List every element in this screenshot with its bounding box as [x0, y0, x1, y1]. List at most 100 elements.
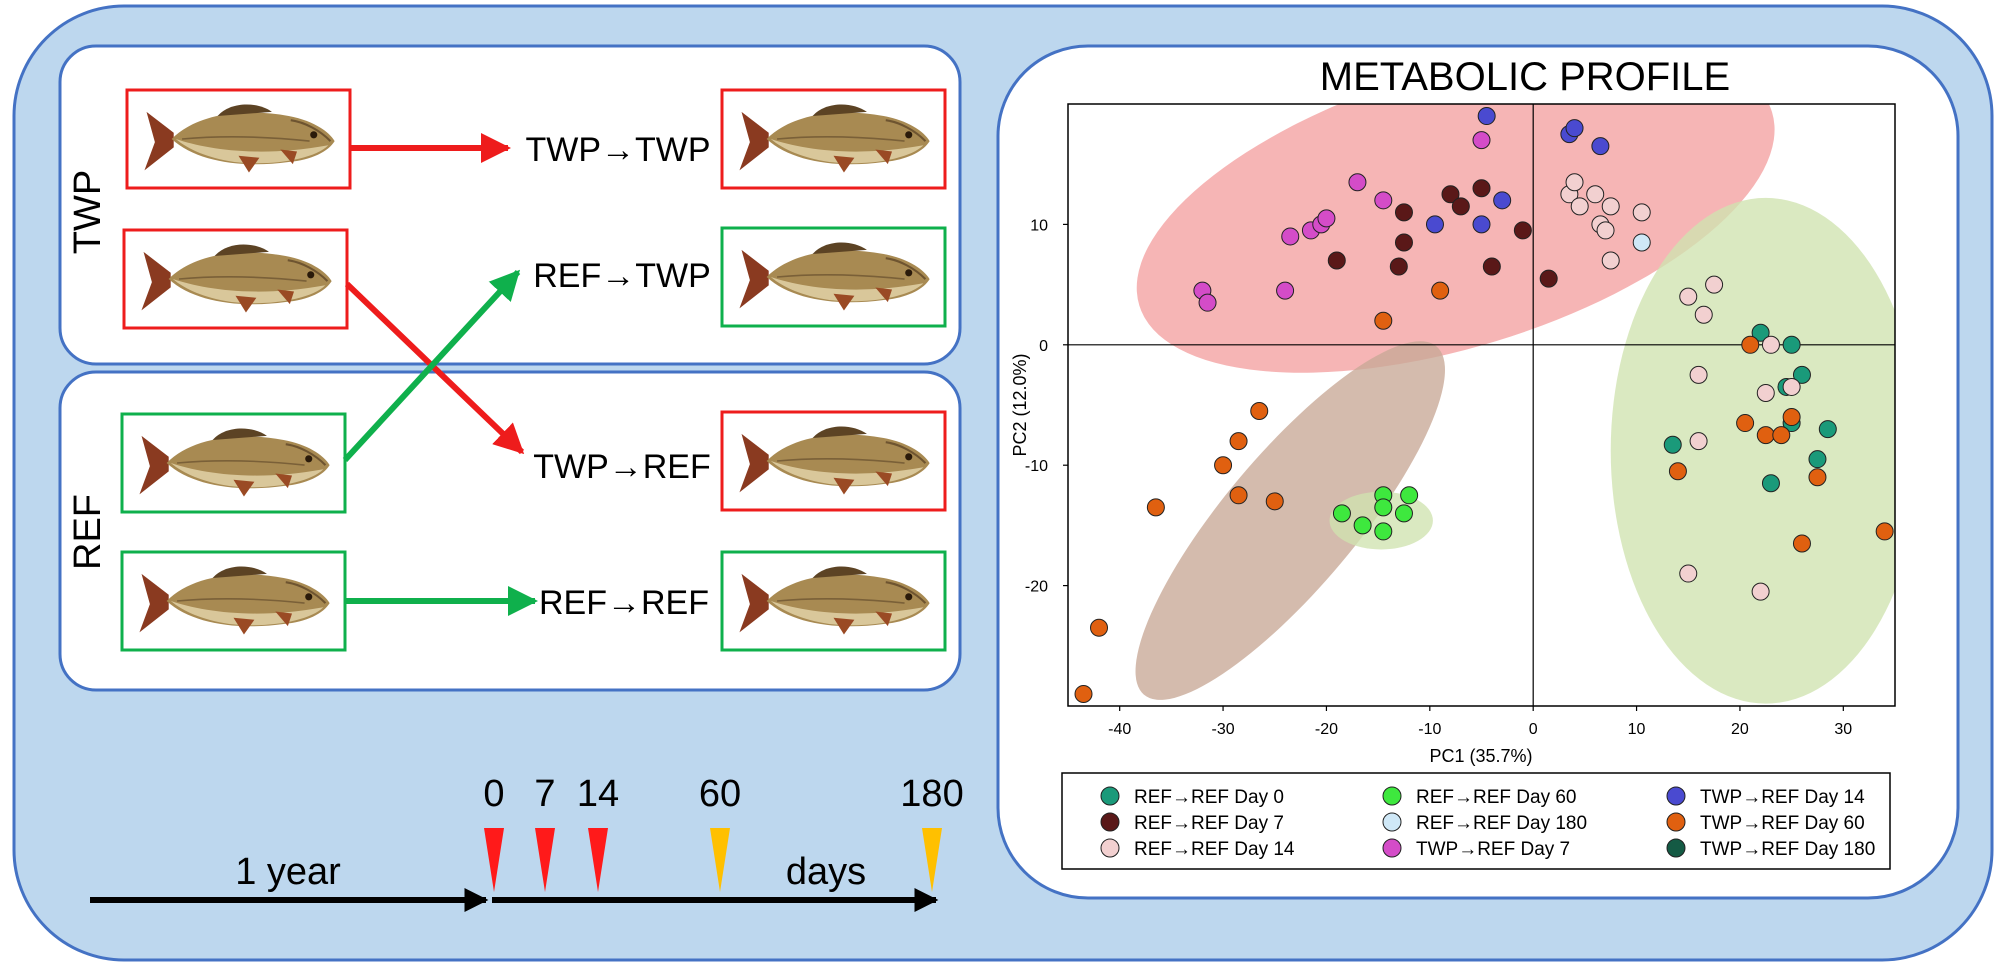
- timeline-day-marker: [535, 828, 555, 892]
- chart-legend: REF→REF Day 0 REF→REF Day 7 REF→REF Day 14…: [1061, 772, 1891, 870]
- data-point: [1281, 227, 1300, 246]
- legend-swatch: [1382, 838, 1402, 858]
- data-point: [1332, 504, 1351, 523]
- x-tick-label: 0: [1529, 721, 1538, 738]
- confidence-ellipse: [1610, 197, 1895, 704]
- legend-swatch: [1382, 812, 1402, 832]
- dest-fish-ref-ref: [720, 550, 947, 652]
- data-point: [1472, 131, 1491, 150]
- timeline-day-marker: [588, 828, 608, 892]
- data-point: [1632, 203, 1651, 222]
- timeline: 1 year days 0 7 14 60 180: [90, 773, 964, 912]
- legend-swatch: [1100, 786, 1120, 806]
- data-point: [1808, 450, 1827, 469]
- data-point: [1374, 522, 1393, 541]
- data-point: [1875, 522, 1894, 541]
- data-point: [1276, 281, 1295, 300]
- data-point: [1394, 504, 1413, 523]
- data-point: [1389, 257, 1408, 276]
- data-point: [1632, 233, 1651, 252]
- data-point: [1327, 251, 1346, 270]
- source-fish-twp-1: [125, 88, 352, 190]
- data-point: [1074, 684, 1093, 703]
- timeline-days-label: days: [786, 851, 866, 893]
- data-point: [1570, 197, 1589, 216]
- data-point: [1668, 462, 1687, 481]
- data-point: [1601, 251, 1620, 270]
- data-point: [1601, 197, 1620, 216]
- arrow-twp-to-ref: [344, 281, 525, 455]
- legend-entry: REF→REF Day 0: [1134, 787, 1284, 808]
- legend-swatch: [1382, 786, 1402, 806]
- data-point: [1493, 191, 1512, 210]
- data-point: [1756, 426, 1775, 445]
- timeline-day-marker: [710, 828, 730, 892]
- data-point: [1792, 365, 1811, 384]
- legend-entry: REF→REF Day 60: [1416, 787, 1576, 808]
- data-point: [1441, 185, 1460, 204]
- y-tick-label: -20: [1025, 579, 1048, 596]
- y-axis-label: PC2 (12.0%): [1010, 353, 1030, 456]
- twp-group-label: TWP: [67, 170, 109, 254]
- data-point: [1565, 119, 1584, 138]
- data-point: [1146, 498, 1165, 517]
- timeline-day-marker: [922, 828, 942, 892]
- data-point: [1374, 498, 1393, 517]
- data-point: [1374, 191, 1393, 210]
- data-point: [1565, 173, 1584, 192]
- data-point: [1694, 305, 1713, 324]
- x-tick-label: -10: [1418, 721, 1441, 738]
- data-point: [1689, 365, 1708, 384]
- data-point: [1265, 492, 1284, 511]
- data-point: [1679, 564, 1698, 583]
- timeline-day-label: 0: [483, 773, 504, 815]
- legend-entry: REF→REF Day 14: [1134, 839, 1295, 860]
- arrow-ref-to-twp: [342, 269, 521, 463]
- x-tick-label: 20: [1731, 721, 1749, 738]
- dest-fish-twp-ref: [720, 410, 947, 512]
- x-tick-label: -30: [1212, 721, 1235, 738]
- data-point: [1756, 383, 1775, 402]
- legend-swatch: [1666, 812, 1686, 832]
- data-point: [1451, 197, 1470, 216]
- data-point: [1394, 233, 1413, 252]
- x-axis-label: PC1 (35.7%): [1429, 746, 1532, 766]
- data-point: [1741, 335, 1760, 354]
- confidence-ellipse: [1135, 341, 1445, 700]
- source-fish-twp-2: [122, 228, 349, 330]
- dest-fish-twp-twp: [720, 88, 947, 190]
- x-tick-label: -20: [1315, 721, 1338, 738]
- transfer-label-twp-ref: TWP→REF: [533, 448, 711, 486]
- timeline-day-label: 7: [534, 773, 555, 815]
- data-point: [1751, 323, 1770, 342]
- data-point: [1374, 311, 1393, 330]
- data-point: [1090, 618, 1109, 637]
- data-point: [1782, 377, 1801, 396]
- data-point: [1761, 335, 1780, 354]
- data-point: [1591, 137, 1610, 156]
- data-point: [1214, 456, 1233, 475]
- timeline-day-label: 14: [577, 773, 619, 815]
- data-point: [1539, 269, 1558, 288]
- data-point: [1663, 435, 1682, 454]
- legend-swatch: [1666, 838, 1686, 858]
- timeline-day-label: 180: [900, 773, 963, 815]
- data-point: [1198, 293, 1217, 312]
- source-fish-ref-2: [120, 550, 347, 652]
- data-point: [1477, 107, 1496, 126]
- data-point: [1400, 486, 1419, 505]
- transfer-label-twp-twp: TWP→TWP: [525, 131, 710, 169]
- data-point: [1353, 516, 1372, 535]
- data-point: [1425, 215, 1444, 234]
- data-point: [1472, 215, 1491, 234]
- legend-entry: TWP→REF Day 180: [1700, 839, 1875, 860]
- data-point: [1792, 534, 1811, 553]
- data-point: [1818, 420, 1837, 439]
- source-fish-ref-1: [120, 412, 347, 514]
- y-tick-label: -10: [1025, 458, 1048, 475]
- legend-swatch: [1100, 838, 1120, 858]
- data-point: [1586, 185, 1605, 204]
- legend-entry: TWP→REF Day 7: [1416, 839, 1570, 860]
- data-point: [1229, 432, 1248, 451]
